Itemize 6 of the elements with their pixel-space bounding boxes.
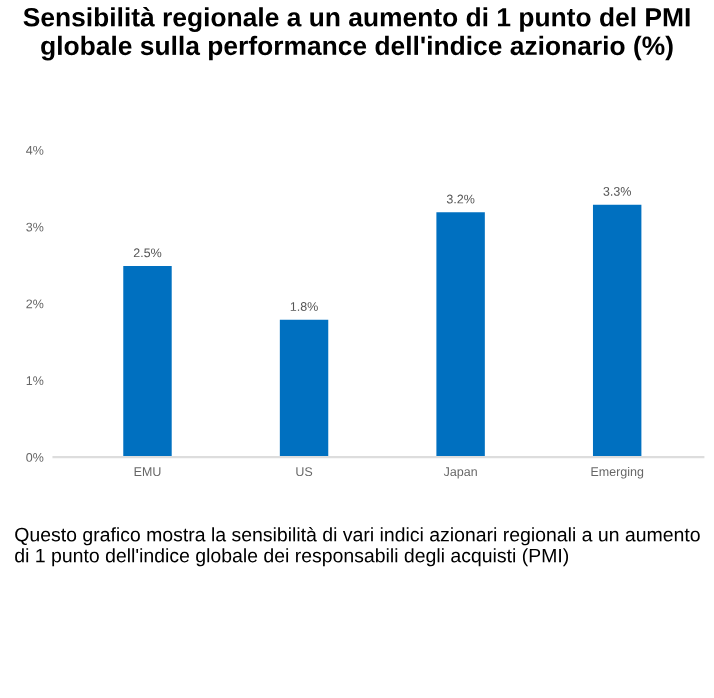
chart-title: Sensibilità regionale a un aumento di 1 punto del PMI globale sulla performance dell'indice azionario (%) — [23, 6, 690, 61]
bar — [278, 318, 330, 458]
bar — [434, 210, 487, 458]
text: Questo grafico mostra la sensibilità di vari indici azionari regionali a un aumento di 1 punto dell'indice globale dei responsabili degli acquisti (PMI) — [15, 526, 700, 567]
bar — [591, 202, 644, 458]
bar — [121, 264, 174, 458]
